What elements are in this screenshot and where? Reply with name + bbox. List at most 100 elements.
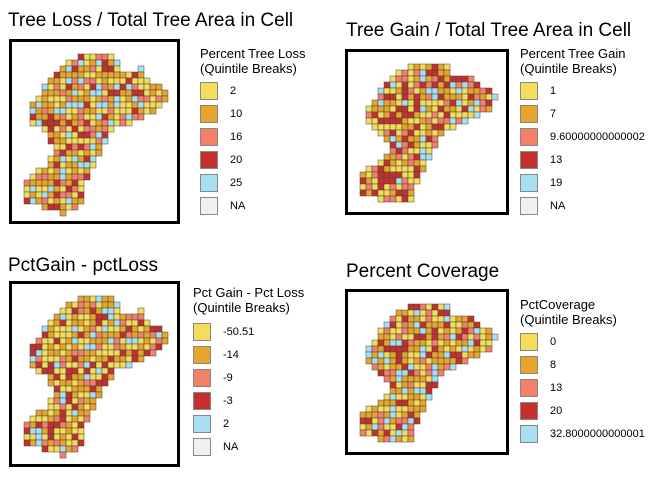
grid-cell: [101, 119, 109, 127]
grid-cell: [77, 119, 85, 127]
grid-cell: [53, 391, 61, 399]
grid-cell: [59, 113, 67, 121]
grid-cell: [419, 135, 427, 143]
grid-cell: [413, 327, 421, 335]
grid-cell: [77, 191, 85, 199]
grid-cell: [77, 427, 85, 435]
grid-cell: [89, 107, 97, 115]
grid-cell: [95, 143, 103, 151]
grid-cell: [71, 331, 79, 339]
grid-cell: [365, 171, 373, 179]
grid-cell: [359, 423, 367, 431]
grid-cell: [41, 179, 49, 187]
grid-cell: [113, 337, 121, 345]
grid-cell: [65, 95, 73, 103]
grid-cell: [125, 95, 133, 103]
grid-cell: [53, 71, 61, 79]
grid-cell: [71, 59, 79, 67]
grid-cell: [53, 179, 61, 187]
grid-cell: [77, 185, 85, 193]
grid-cell: [77, 71, 85, 79]
grid-cell: [377, 177, 385, 185]
grid-cell: [137, 65, 145, 73]
grid-cell: [47, 191, 55, 199]
grid-cell: [59, 421, 67, 429]
grid-cell: [359, 429, 367, 437]
grid-cell: [425, 321, 433, 329]
grid-cell: [101, 301, 109, 309]
grid-cell: [383, 111, 391, 119]
grid-cell: [119, 101, 127, 109]
grid-cell: [125, 101, 133, 109]
grid-cell: [47, 173, 55, 181]
grid-cell: [395, 369, 403, 377]
grid-cell: [377, 405, 385, 413]
grid-cell: [155, 337, 163, 345]
grid-cell: [443, 339, 451, 347]
grid-cell: [71, 307, 79, 315]
grid-cell: [77, 113, 85, 121]
grid-cell: [65, 439, 73, 447]
grid-cell: [71, 95, 79, 103]
grid-cell: [77, 307, 85, 315]
grid-cell: [143, 83, 151, 91]
grid-cell: [425, 87, 433, 95]
grid-cell: [65, 325, 73, 333]
grid-cell: [407, 369, 415, 377]
grid-cell: [71, 107, 79, 115]
grid-cell: [419, 99, 427, 107]
grid-cell: [161, 331, 169, 339]
grid-cell: [419, 393, 427, 401]
grid-cell: [425, 327, 433, 335]
grid-cell: [119, 331, 127, 339]
grid-cell: [107, 83, 115, 91]
grid-cell: [419, 81, 427, 89]
grid-cell: [431, 69, 439, 77]
grid-cell: [41, 191, 49, 199]
grid-cell: [389, 369, 397, 377]
grid-cell: [47, 119, 55, 127]
grid-cell: [59, 71, 67, 79]
grid-cell: [401, 159, 409, 167]
grid-cell: [59, 433, 67, 441]
legend-label: 20: [550, 405, 563, 417]
grid-cell: [473, 345, 481, 353]
grid-cell: [95, 101, 103, 109]
grid-cell: [77, 391, 85, 399]
grid-cell: [95, 95, 103, 103]
grid-cell: [119, 361, 127, 369]
grid-cell: [47, 409, 55, 417]
grid-cell: [389, 333, 397, 341]
grid-cell: [419, 405, 427, 413]
grid-cell: [425, 81, 433, 89]
grid-cell: [65, 131, 73, 139]
grid-cell: [137, 89, 145, 97]
grid-cell: [41, 355, 49, 363]
grid-cell: [395, 345, 403, 353]
grid-cell: [47, 427, 55, 435]
grid-cell: [461, 93, 469, 101]
grid-cell: [413, 345, 421, 353]
grid-cell: [419, 345, 427, 353]
grid-cell: [401, 171, 409, 179]
grid-cell: [143, 77, 151, 85]
grid-cell: [53, 89, 61, 97]
grid-cell: [425, 363, 433, 371]
grid-cell: [395, 381, 403, 389]
grid-cell: [125, 107, 133, 115]
grid-cell: [401, 315, 409, 323]
grid-cell: [419, 357, 427, 365]
grid-cell: [59, 101, 67, 109]
grid-cell: [89, 125, 97, 133]
grid-cell: [419, 159, 427, 167]
grid-cell: [47, 89, 55, 97]
grid-cell: [491, 93, 499, 101]
grid-cell: [407, 147, 415, 155]
grid-cell: [77, 155, 85, 163]
grid-cell: [149, 95, 157, 103]
grid-cell: [161, 337, 169, 345]
grid-cell: [401, 345, 409, 353]
grid-cell: [83, 65, 91, 73]
grid-cell: [461, 333, 469, 341]
grid-cell: [431, 129, 439, 137]
